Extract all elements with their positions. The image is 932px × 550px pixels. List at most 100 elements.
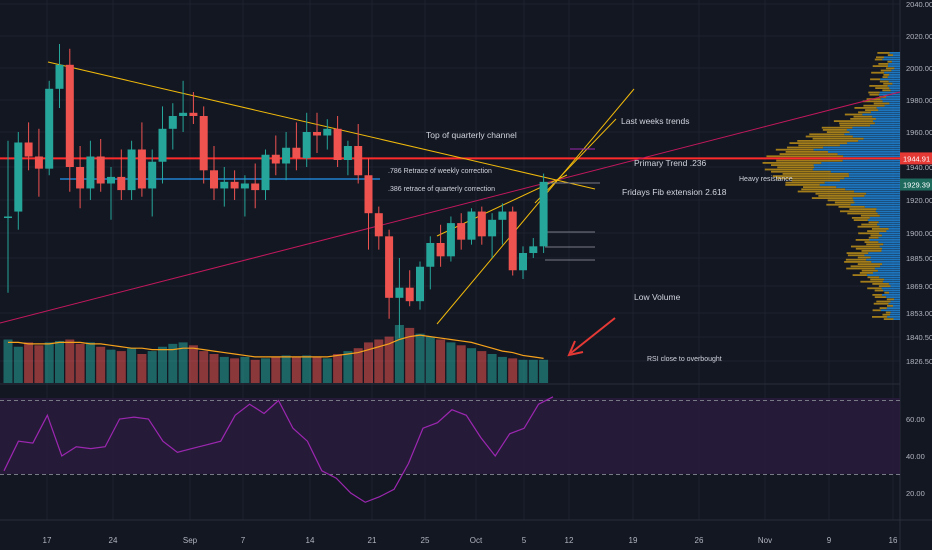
volume-bar [394,325,404,383]
candle-body [220,181,229,189]
profile-bar [852,135,900,138]
rsi-panel: 20.00 40.00 60.00 [0,396,925,503]
profile-bar [824,181,900,184]
price-tick-label: 1840.50 [906,333,932,342]
profile-bar [887,85,900,87]
profile-bar [853,199,900,202]
profile-bar [857,263,883,265]
profile-bar [762,162,822,164]
profile-bar [821,126,853,129]
profile-bar [786,146,824,149]
profile-bar [775,148,814,151]
profile-bar [826,131,850,133]
volume-bar [44,342,54,383]
annotation-top-channel: Top of quarterly channel [426,130,517,140]
candle-body [96,156,105,184]
candle-body [230,181,239,189]
profile-bar [889,74,900,76]
profile-bar [779,153,838,155]
profile-bar [785,184,820,186]
profile-bar [865,109,879,111]
volume-bar [364,342,373,383]
candle-body [519,253,527,271]
profile-bar [797,190,855,193]
profile-bar [882,313,891,316]
volume-bar [116,351,126,383]
volume-bar [384,336,394,383]
candle-body [189,112,198,116]
profile-bar [870,124,900,127]
profile-bar [890,285,900,287]
profile-bar [876,107,900,109]
volume-bar [405,327,415,383]
candle-body [364,175,373,214]
profile-bar [860,280,883,283]
profile-bar [844,113,863,116]
profile-bar [864,206,900,208]
profile-bar [837,153,900,155]
profile-bar [776,159,843,162]
profile-bar [886,296,900,298]
profile-bar [872,120,900,122]
candle-body [137,149,146,189]
profile-bar [874,267,900,270]
profile-bar [879,245,900,248]
profile-bar [887,54,894,56]
candle-body [354,146,363,176]
profile-bar [883,82,893,85]
candle-body [405,287,414,302]
profile-bar [891,60,900,63]
volume-bar [127,348,137,383]
candle-body [333,128,342,160]
volume-bar [528,359,538,383]
price-tick-label: 1920.00 [906,196,932,205]
annotation-last-weeks: Last weeks trends [621,116,690,126]
profile-bar [878,236,900,239]
annotation-retrace-786: .786 Retrace of weekly correction [388,168,492,175]
rsi-line [3,396,554,503]
profile-bar [888,80,900,83]
profile-bar [846,252,869,254]
profile-bar [876,208,900,210]
candle-body [313,132,321,136]
profile-bar [843,155,900,158]
volume-bar [518,359,528,383]
profile-bar [836,186,900,188]
profile-bar [803,186,837,188]
profile-bar [834,201,855,204]
candle-body [117,176,126,191]
profile-bar [868,236,879,239]
price-tick-label: 1940.00 [906,163,932,172]
volume-bar [302,355,312,383]
profile-bar [893,318,900,320]
annotation-primary-trend: Primary Trend .236 [634,158,707,168]
profile-bar [872,294,882,296]
profile-bar [850,118,876,120]
profile-bar [881,294,900,296]
profile-bar [869,85,888,87]
volume-ma-line [8,334,544,359]
profile-bar [847,142,900,144]
profile-bar [889,291,900,294]
profile-bar [890,313,900,316]
profile-bar [853,219,868,221]
rsi-tick-label: 40.00 [906,452,925,461]
profile-bar [879,232,900,235]
profile-bar [782,173,849,175]
candle-body [426,243,435,267]
candle-body [292,147,301,159]
profile-bar [866,274,900,276]
profile-bar [789,142,848,144]
volume-bar [13,346,23,383]
candle-body [374,213,383,237]
candle-body [395,287,404,298]
profile-bar [882,263,900,265]
profile-bar [847,212,878,215]
profile-bar [889,52,900,54]
profile-bar [878,221,900,224]
profile-bar [854,107,877,109]
profile-bar [886,298,895,301]
volume-bar [147,351,157,383]
profile-bar [861,269,878,272]
